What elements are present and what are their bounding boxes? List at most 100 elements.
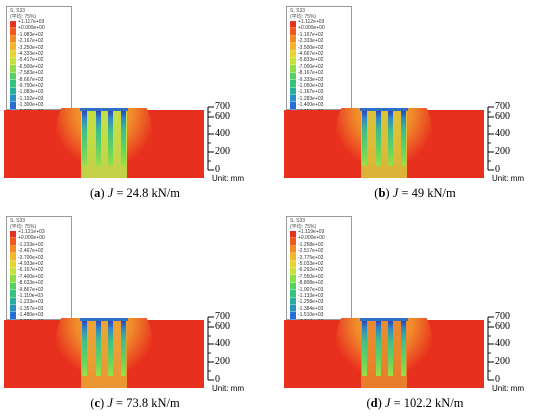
pile-2 (376, 108, 381, 166)
caption-letter: c (94, 396, 101, 410)
legend-value: -1.110e+03 (18, 293, 44, 300)
legend-value: -2.467e+02 (18, 248, 44, 255)
scale-tick-label: 200 (215, 146, 230, 157)
legend-value: -5.417e+02 (18, 57, 44, 64)
legend-labels: +1.117e+03 +0.000e+00 -1.083e+02 -2.167e+02… (18, 19, 45, 115)
legend-swatch (290, 253, 296, 261)
contour-legend: S, S33 (平均: 75%) +1.117e+03 +0.000e+00 -1.08… (6, 6, 72, 132)
legend-value: -5.033e+02 (298, 261, 324, 268)
legend-value: -1.050e+03 (298, 83, 324, 90)
legend-value: -4.333e+02 (18, 51, 44, 58)
legend-value: -1.167e+03 (298, 89, 324, 96)
panel-caption: (a) J = 24.8 kN/m (89, 186, 181, 200)
panel-caption: (b) J = 49 kN/m (374, 186, 456, 200)
legend-swatch (10, 282, 16, 291)
scale-tick-label: 0 (215, 374, 220, 385)
legend-value: -1.300e+03 (18, 102, 44, 109)
legend-value: +1.112e+03 (298, 19, 325, 25)
legend-labels: +1.112e+03 +0.000e+00 -1.167e+02 -2.333e+02… (298, 19, 325, 115)
pile-3 (388, 108, 393, 166)
legend-swatch (290, 282, 296, 291)
legend-swatch (290, 94, 296, 103)
legend-value: +0.000e+00 (18, 235, 45, 242)
caption-letter: a (94, 186, 101, 200)
legend-swatch (10, 21, 16, 29)
stress-contour-model (284, 318, 484, 388)
legend-title: S, S33 (平均: 75%) (10, 8, 36, 20)
legend-swatch (290, 87, 296, 95)
legend-value: -7.583e+02 (18, 70, 44, 77)
legend-value: -1.384e+03 (298, 305, 324, 312)
pile-4 (121, 318, 126, 376)
legend-value: -1.283e+03 (298, 95, 324, 102)
legend-swatch (290, 267, 296, 276)
legend-title: S, S33 (平均: 75%) (290, 8, 316, 20)
caption-value: = 102.2 kN/m (390, 396, 464, 410)
scale-tick-label: 700 (495, 101, 510, 112)
legend-value: -2.167e+02 (18, 38, 44, 45)
legend-title-variable: S, S33 (10, 218, 26, 224)
legend-swatch (290, 312, 296, 320)
legend-value: -1.400e+03 (298, 102, 324, 109)
legend-value: +0.000e+00 (298, 235, 325, 242)
legend-swatch (10, 57, 16, 66)
legend-title-averaging: (平均: 75%) (10, 224, 37, 230)
legend-value: -8.633e+02 (18, 280, 44, 287)
legend-swatch (290, 102, 296, 110)
legend-title-averaging: (平均: 75%) (290, 224, 317, 230)
legend-value: -7.000e+02 (298, 63, 324, 70)
caption-letter: b (378, 186, 386, 200)
legend-swatch (10, 28, 16, 36)
pile-1 (362, 108, 367, 166)
stress-contour-model (284, 108, 484, 178)
scale-tick-label: 600 (495, 111, 510, 122)
pile-4 (401, 318, 406, 376)
pile-2 (376, 318, 381, 376)
legend-value: -9.333e+02 (298, 76, 324, 83)
legend-swatch (290, 231, 296, 239)
reinforced-zone (361, 108, 407, 178)
legend-value: -9.867e+02 (18, 286, 44, 293)
legend-swatch (290, 260, 296, 268)
reinforced-zone (81, 108, 127, 178)
legend-swatch (10, 238, 16, 246)
legend-swatch (290, 28, 296, 36)
legend-swatch (290, 245, 296, 254)
scale-tick-label: 200 (495, 356, 510, 367)
scale-bar (207, 106, 214, 171)
legend-swatch (10, 94, 16, 103)
cap-layer (360, 318, 408, 321)
legend-value: -1.083e+03 (18, 89, 44, 96)
legend-labels: +1.119e+03 +0.000e+00 -1.258e+02 -2.517e+02… (298, 229, 325, 325)
scale-tick-label: 700 (215, 101, 230, 112)
caption-variable: J (107, 396, 113, 410)
legend-value: -1.258e+03 (298, 299, 324, 306)
legend-value: -5.833e+02 (298, 57, 324, 64)
panel-c: S, S33 (平均: 75%) +1.121e+03 +0.000e+00 -1.23… (0, 210, 270, 415)
scale-tick-label: 400 (215, 338, 230, 349)
legend-value: -7.400e+02 (18, 273, 44, 280)
legend-value: -1.007e+03 (298, 286, 324, 293)
legend-value: -1.083e+02 (18, 31, 44, 38)
legend-swatch (10, 245, 16, 254)
legend-value: -1.233e+03 (18, 299, 44, 306)
contour-legend: S, S33 (平均: 75%) +1.119e+03 +0.000e+00 -1.25… (286, 216, 352, 342)
contour-legend: S, S33 (平均: 75%) +1.121e+03 +0.000e+00 -1.23… (6, 216, 72, 342)
legend-value: -1.510e+03 (298, 312, 324, 319)
legend-value: -8.667e+02 (18, 76, 44, 83)
legend-swatch (290, 43, 296, 51)
legend-value: -2.517e+02 (298, 248, 324, 255)
legend-value: -1.192e+03 (18, 95, 44, 102)
cap-layer (80, 318, 128, 321)
pile-1 (82, 108, 87, 166)
depth-scale: 700 600 400 200 0 Unit: mm (486, 102, 548, 184)
legend-swatch (10, 72, 16, 81)
legend-value: -8.167e+02 (298, 70, 324, 77)
scale-tick-label: 600 (215, 321, 230, 332)
legend-value: +1.121e+03 (18, 229, 45, 235)
pile-1 (362, 318, 367, 376)
legend-swatch (10, 312, 16, 320)
stress-contour-model (4, 318, 204, 388)
scale-unit: Unit: mm (212, 174, 244, 183)
scale-tick-label: 200 (495, 146, 510, 157)
